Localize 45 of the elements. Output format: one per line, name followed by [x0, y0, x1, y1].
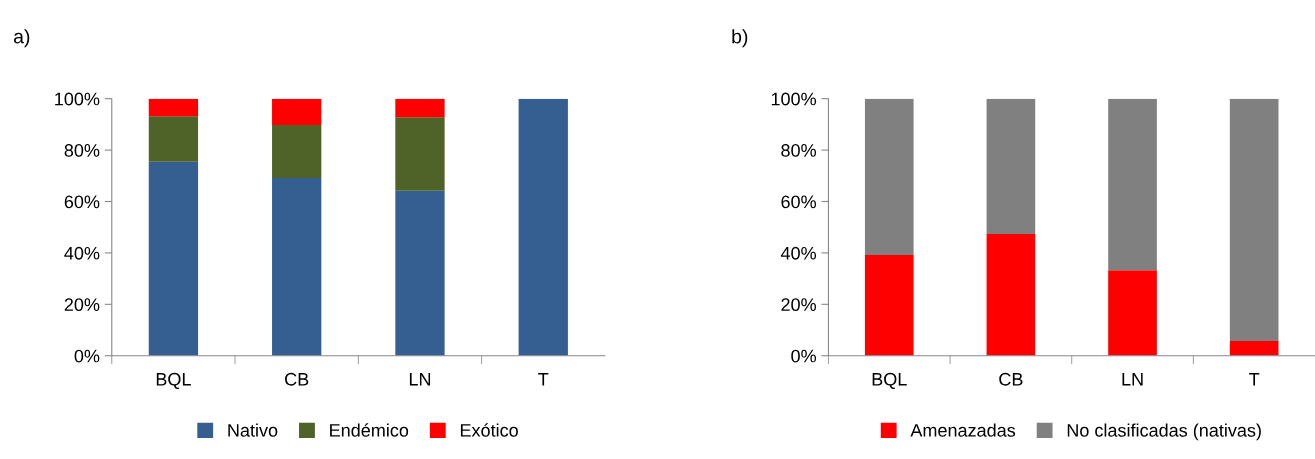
x-tick-label: LN: [1122, 373, 1143, 386]
bar: [986, 233, 1036, 356]
y-tick-label: 40%: [64, 246, 100, 260]
y-tick-label: 100%: [55, 92, 100, 106]
x-tick-label: BQL: [872, 372, 907, 389]
chart-title: b): [732, 29, 748, 48]
y-tick-label: 60%: [781, 195, 816, 209]
y-tick-label: 60%: [64, 195, 100, 209]
legend-label: Exótico: [460, 423, 518, 437]
bar: [864, 254, 914, 356]
x-tick-label: LN: [409, 373, 431, 386]
y-tick-label: 20%: [64, 298, 100, 312]
bar: [272, 124, 322, 179]
y-tick-label: 100%: [771, 92, 816, 106]
y-tick-label: 0%: [74, 349, 100, 363]
x-tick-label: BQL: [156, 372, 191, 389]
y-tick-label: 80%: [781, 144, 816, 157]
y-tick-label: 80%: [64, 144, 100, 157]
legend-label: Endémico: [330, 423, 409, 437]
bar: [986, 98, 1036, 234]
bar: [518, 98, 568, 356]
x-tick-label: CB: [285, 372, 309, 386]
bar: [148, 161, 199, 356]
x-tick-label: CB: [999, 372, 1023, 386]
bar: [148, 98, 199, 117]
bar: [272, 98, 322, 125]
bar: [1229, 341, 1279, 356]
bar: [395, 190, 445, 356]
legend-label: Amenazadas: [910, 423, 1016, 437]
chart-title: a): [13, 29, 30, 48]
y-tick-label: 40%: [780, 246, 816, 260]
legend-label: No clasificadas (nativas): [1067, 423, 1261, 441]
legend-label: Nativo: [228, 423, 278, 437]
x-tick-label: T: [1249, 373, 1260, 386]
bar: [1229, 98, 1279, 342]
bar: [864, 98, 914, 255]
x-tick-label: T: [538, 373, 549, 386]
bar: [272, 178, 322, 356]
bar: [1108, 98, 1157, 271]
bar: [1108, 270, 1157, 356]
bar: [395, 98, 445, 118]
bar: [395, 117, 445, 191]
y-tick-label: 0%: [791, 349, 816, 363]
y-tick-label: 20%: [781, 298, 816, 312]
bar: [148, 116, 199, 162]
